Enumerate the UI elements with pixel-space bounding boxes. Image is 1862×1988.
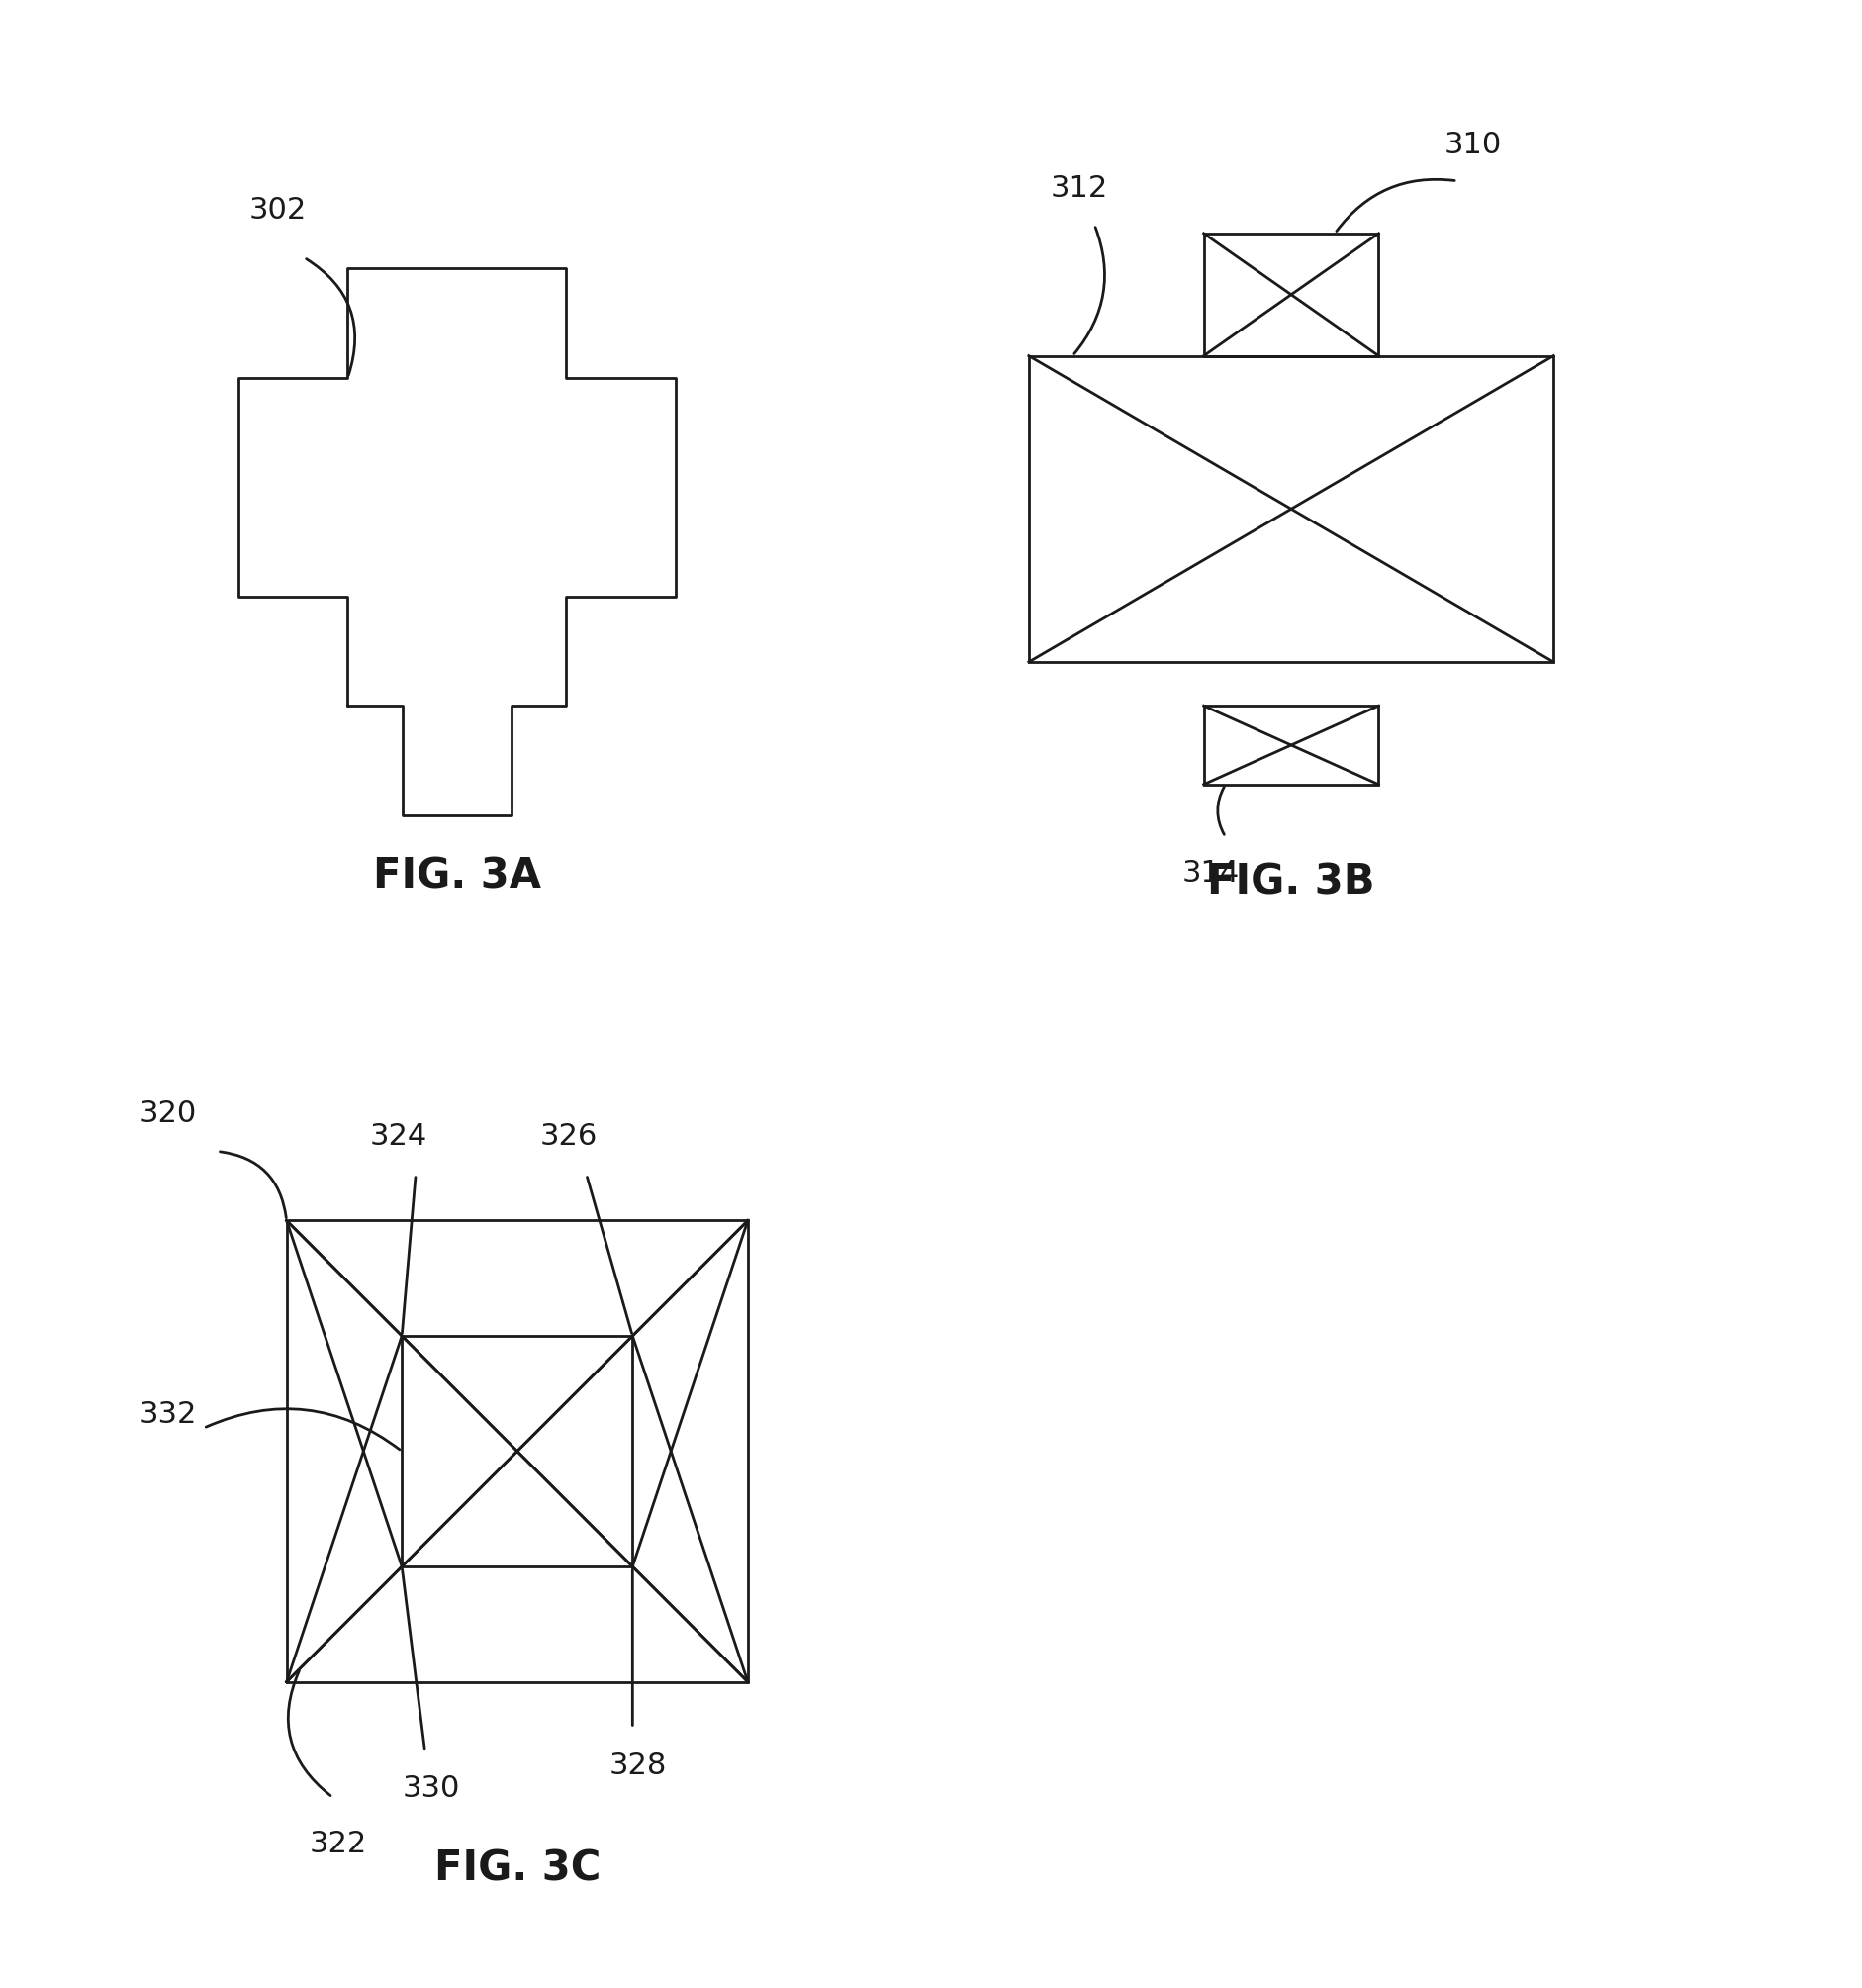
Text: 326: 326 [540,1123,598,1151]
Text: FIG. 3A: FIG. 3A [372,855,540,897]
Text: 320: 320 [140,1099,197,1129]
Text: 332: 332 [140,1400,197,1429]
Text: 310: 310 [1443,131,1501,159]
Text: 314: 314 [1181,859,1238,887]
Bar [1028,356,1553,662]
Bar [1203,233,1378,356]
Bar [1203,706,1378,785]
Text: FIG. 3B: FIG. 3B [1207,861,1374,903]
Text: 312: 312 [1050,175,1108,203]
Text: FIG. 3C: FIG. 3C [434,1849,600,1889]
Text: 330: 330 [402,1773,460,1803]
Bar [287,1221,747,1682]
Text: 324: 324 [369,1123,426,1151]
Text: 328: 328 [609,1751,667,1779]
Bar [402,1336,633,1567]
Text: 302: 302 [250,197,307,225]
Text: 322: 322 [309,1829,367,1859]
